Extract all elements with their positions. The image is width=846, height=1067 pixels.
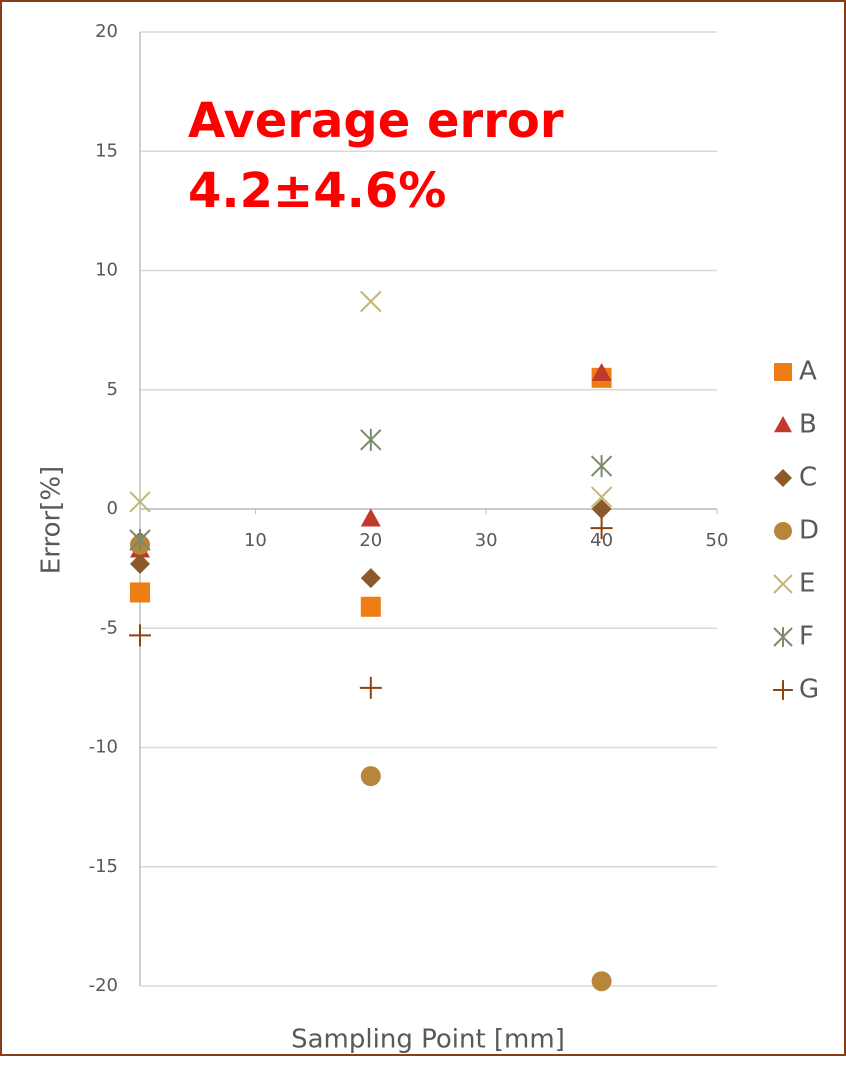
marker xyxy=(129,529,151,552)
legend-label: G xyxy=(799,675,819,705)
marker xyxy=(130,582,150,603)
marker xyxy=(591,499,612,519)
legend-label: B xyxy=(799,410,817,440)
y-tick-label: 5 xyxy=(107,379,118,400)
x-tick-label: 20 xyxy=(359,530,382,551)
y-tick-label: -10 xyxy=(89,737,118,758)
marker xyxy=(360,596,381,617)
marker xyxy=(774,416,792,433)
y-tick-label: 20 xyxy=(95,21,118,42)
x-axis-title: Sampling Point [mm] xyxy=(291,1025,565,1055)
marker xyxy=(130,553,150,574)
marker xyxy=(773,627,793,647)
marker xyxy=(774,363,792,381)
y-tick-label: -5 xyxy=(100,617,118,638)
y-tick-label: 10 xyxy=(95,260,118,281)
annotation: 4.2±4.6% xyxy=(188,163,446,219)
marker xyxy=(591,363,612,382)
marker xyxy=(360,290,382,313)
y-axis-title: Error[%] xyxy=(37,466,67,574)
marker xyxy=(360,766,381,787)
annotation: Average error xyxy=(188,93,564,149)
marker xyxy=(774,522,792,540)
marker xyxy=(359,676,382,699)
marker xyxy=(360,568,381,589)
marker xyxy=(774,469,792,487)
marker xyxy=(129,624,151,647)
x-tick-label: 30 xyxy=(475,530,498,551)
marker xyxy=(590,455,613,478)
marker xyxy=(590,517,613,540)
legend-label: A xyxy=(799,357,817,387)
legend-label: D xyxy=(799,516,819,546)
marker xyxy=(360,428,382,451)
marker xyxy=(360,508,381,527)
y-tick-label: -20 xyxy=(89,975,118,996)
x-tick-label: 10 xyxy=(244,530,267,551)
x-tick-label: 40 xyxy=(590,530,613,551)
legend-label: E xyxy=(799,569,815,599)
y-tick-label: -15 xyxy=(89,856,118,877)
marker xyxy=(773,680,793,700)
marker xyxy=(129,491,151,513)
legend-label: F xyxy=(799,622,814,652)
marker xyxy=(591,971,612,992)
marker xyxy=(773,574,793,594)
x-tick-label: 50 xyxy=(706,530,729,551)
marker xyxy=(590,486,613,508)
y-tick-label: 0 xyxy=(107,498,118,519)
y-tick-label: 15 xyxy=(95,140,118,161)
legend-label: C xyxy=(799,463,817,493)
